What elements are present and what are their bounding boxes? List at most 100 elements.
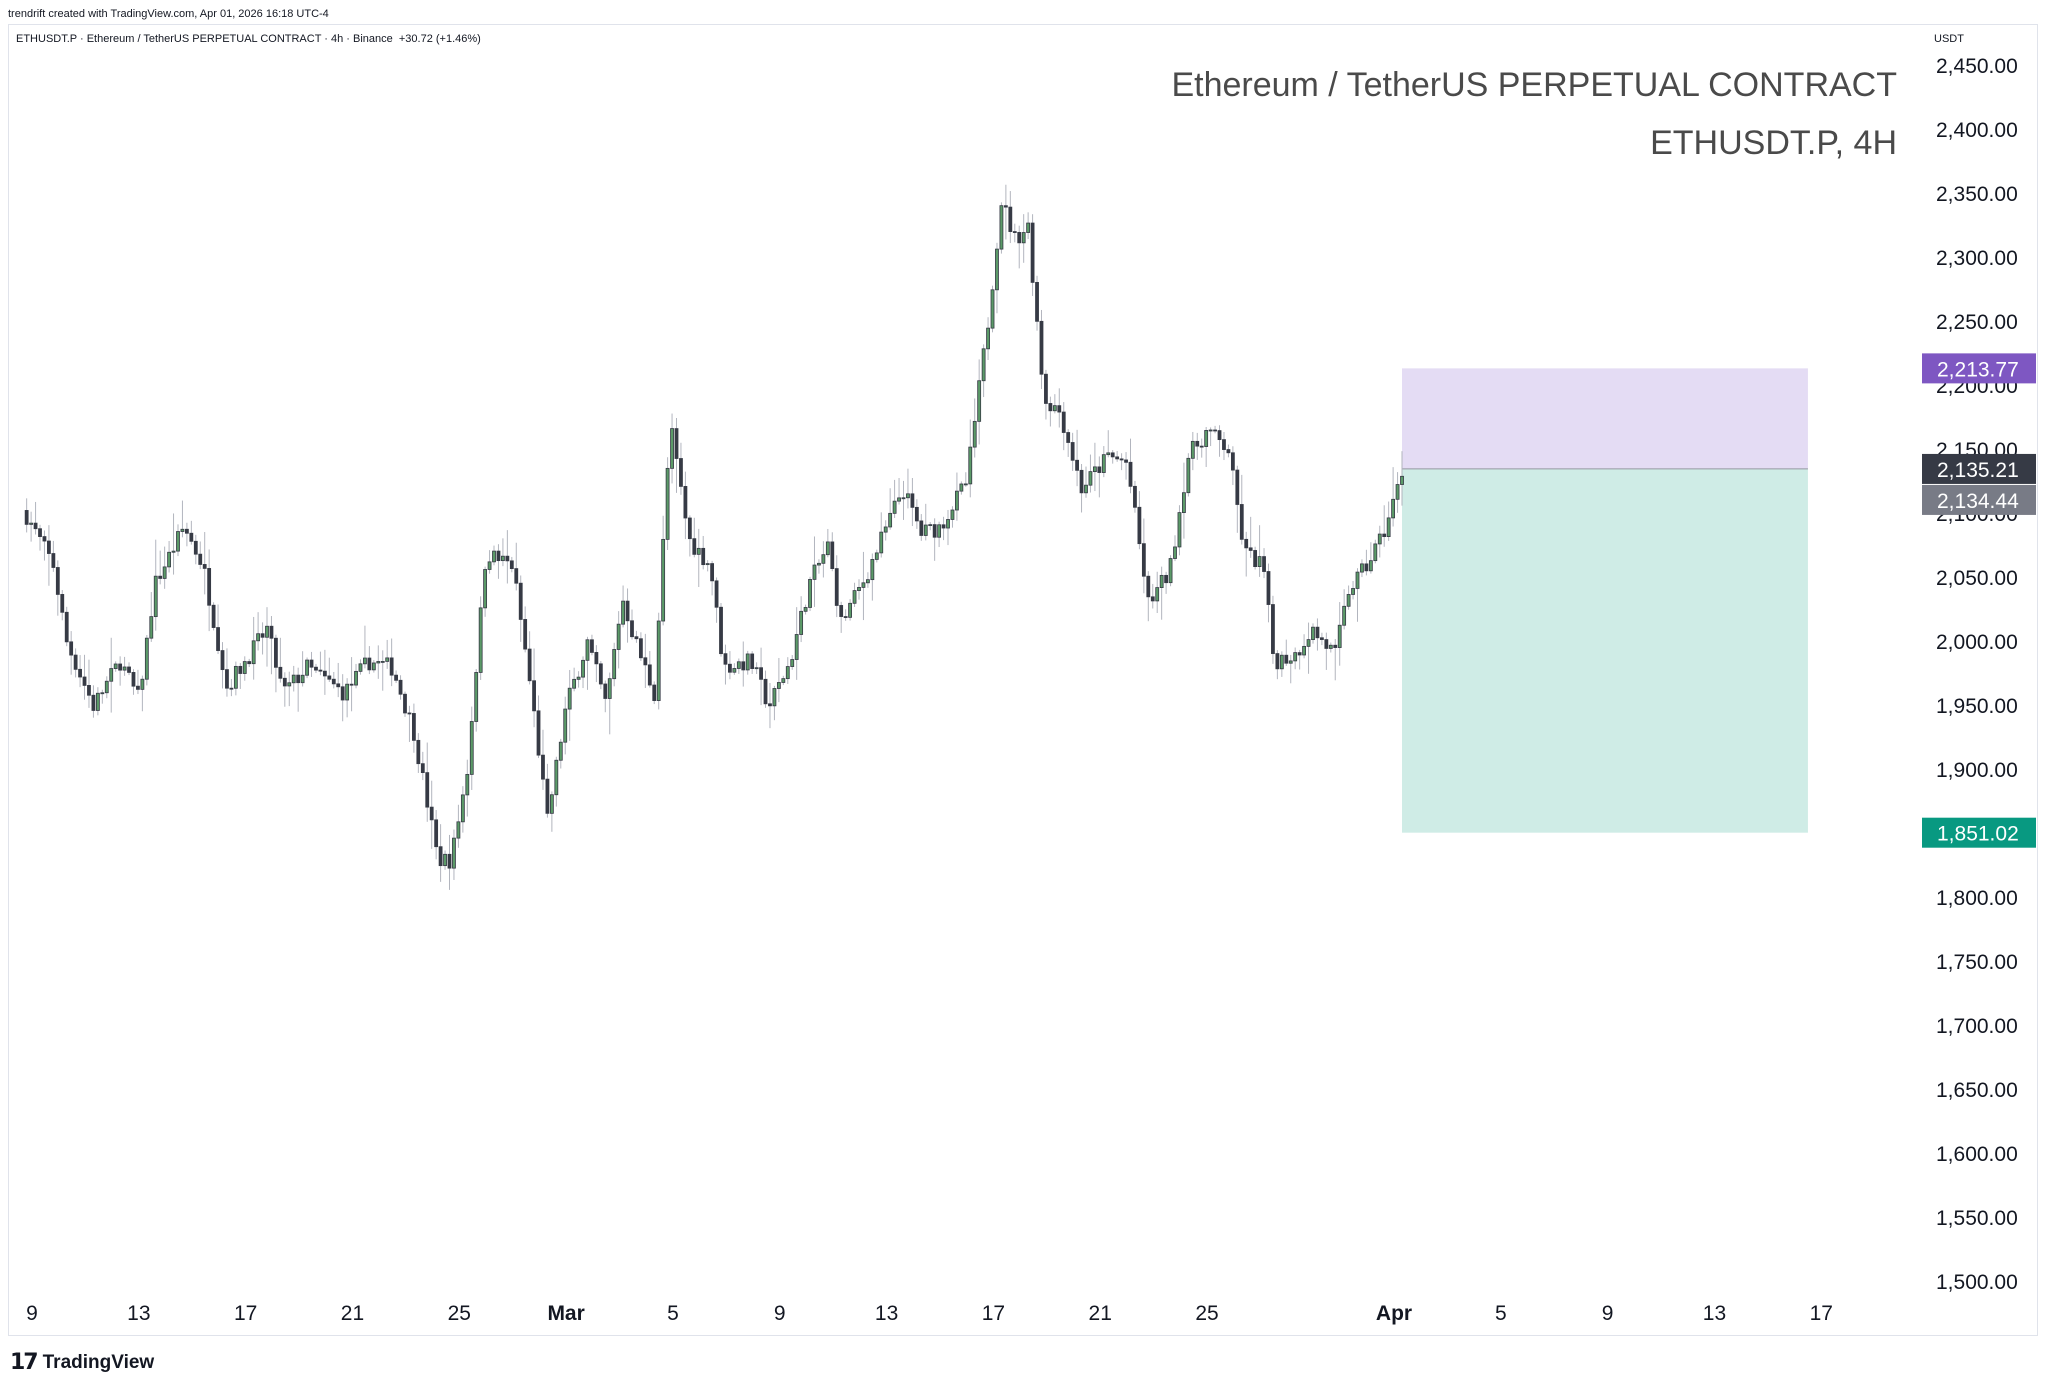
candle — [104, 676, 109, 699]
time-tick-label: 9 — [26, 1302, 38, 1325]
candle — [923, 503, 928, 541]
candle — [1048, 396, 1053, 427]
candle — [1213, 425, 1217, 434]
time-tick-label: 17 — [1810, 1302, 1833, 1325]
candle — [483, 566, 488, 617]
candle — [572, 667, 577, 692]
take-profit-zone[interactable] — [1402, 468, 1808, 833]
last-price-badge-text: 2,135.21 — [1937, 459, 2019, 482]
stop-price-badge[interactable]: 2,213.77 — [1922, 353, 2036, 384]
candle — [1133, 480, 1137, 513]
candle — [1284, 639, 1289, 666]
candle — [1195, 432, 1200, 460]
candle — [354, 663, 358, 689]
candle — [977, 359, 982, 445]
candle — [554, 756, 559, 807]
candle — [1386, 501, 1391, 541]
candle — [162, 546, 167, 589]
time-tick-label: Apr — [1376, 1302, 1412, 1325]
candle — [1315, 618, 1320, 651]
candle — [140, 675, 145, 712]
price-tick-label: 1,950.00 — [1936, 695, 2018, 718]
time-tick-label: 13 — [1703, 1302, 1726, 1325]
price-tick-label: 1,750.00 — [1936, 951, 2018, 974]
candle — [380, 650, 385, 691]
candle — [630, 609, 634, 640]
price-axis-unit: USDT — [1934, 33, 1964, 45]
target-price-badge-text: 1,851.02 — [1937, 823, 2019, 846]
candle — [839, 601, 844, 633]
candle — [256, 612, 261, 651]
candle — [376, 645, 381, 679]
candle — [474, 669, 479, 732]
candle — [456, 804, 461, 848]
candle — [318, 651, 323, 676]
candle — [118, 656, 123, 686]
candle — [612, 642, 617, 687]
candle — [251, 616, 256, 680]
tradingview-brand: TradingView — [42, 1352, 155, 1373]
candle — [1066, 429, 1071, 457]
candle — [1026, 212, 1031, 240]
candles — [24, 184, 1404, 890]
candle — [429, 780, 434, 849]
candle — [928, 522, 933, 531]
candle — [594, 645, 599, 683]
candle — [968, 419, 973, 498]
candle — [1297, 649, 1302, 670]
price-tick-label: 2,050.00 — [1936, 567, 2018, 590]
candle — [469, 706, 474, 790]
candle — [447, 834, 452, 890]
tradingview-logo[interactable]: 17 TradingView — [10, 1352, 154, 1374]
prev-close-badge[interactable]: 2,134.44 — [1922, 484, 2036, 515]
candle — [759, 647, 763, 706]
candle — [233, 661, 238, 696]
candle — [999, 202, 1004, 254]
candle — [345, 678, 350, 718]
last-price-badge[interactable]: 2,135.21 — [1922, 453, 2036, 484]
candle — [229, 678, 234, 697]
candle — [1052, 394, 1057, 414]
time-tick-label: 21 — [341, 1302, 364, 1325]
target-price-badge[interactable]: 1,851.02 — [1922, 817, 2036, 848]
candle — [874, 549, 879, 563]
candle — [803, 604, 808, 615]
candle — [776, 657, 781, 703]
time-tick-label: 25 — [1195, 1302, 1218, 1325]
candle — [652, 681, 657, 705]
candle — [1351, 581, 1355, 600]
time-tick-label: 13 — [127, 1302, 150, 1325]
candle — [785, 657, 790, 684]
candle — [536, 695, 541, 759]
candle — [1364, 549, 1369, 576]
candle — [1075, 429, 1079, 487]
time-tick-label: 17 — [982, 1302, 1005, 1325]
candle — [24, 498, 29, 533]
candle — [763, 670, 768, 708]
candle — [1017, 225, 1022, 269]
candle — [527, 631, 532, 685]
candle — [314, 663, 318, 674]
candle — [541, 729, 545, 790]
time-tick-label: Mar — [547, 1302, 584, 1325]
candle — [794, 607, 799, 680]
candle — [1204, 427, 1209, 468]
symbol-legend[interactable]: ETHUSDT.P · Ethereum / TetherUS PERPETUA… — [16, 33, 481, 45]
candle — [616, 611, 621, 669]
candle — [1035, 275, 1039, 331]
candle — [331, 671, 336, 689]
candle — [1382, 505, 1387, 547]
candle — [136, 669, 140, 695]
stop-loss-zone[interactable] — [1402, 368, 1808, 469]
candle — [941, 516, 946, 541]
candle — [38, 524, 42, 551]
price-tick-label: 1,700.00 — [1936, 1015, 2018, 1038]
candle — [674, 418, 679, 493]
candle — [100, 689, 105, 704]
candle — [1239, 474, 1244, 545]
candle — [567, 669, 572, 741]
candle — [643, 633, 648, 688]
candle — [327, 657, 332, 682]
candle — [857, 579, 861, 600]
